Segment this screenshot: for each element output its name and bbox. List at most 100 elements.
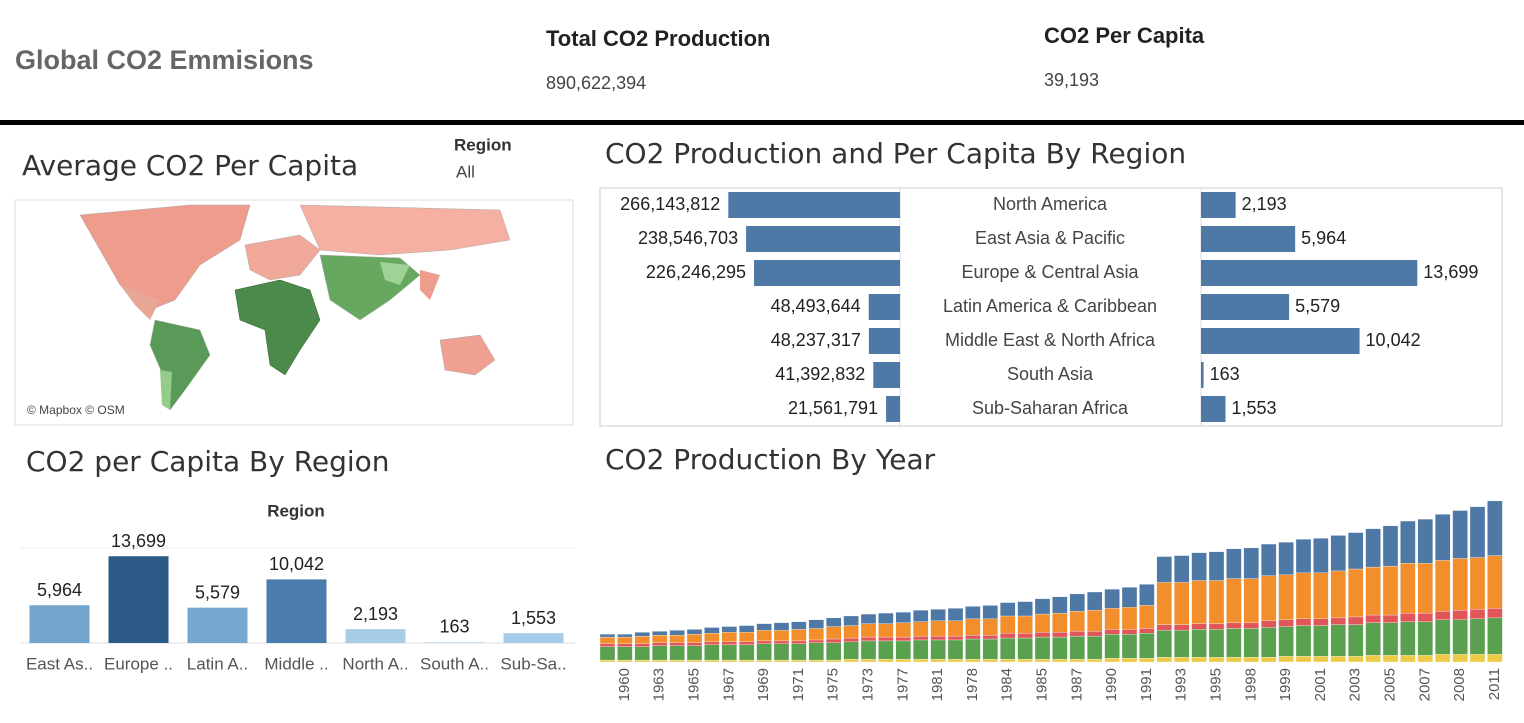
- bar-segment: [1330, 617, 1346, 625]
- bar-segment: [1156, 657, 1172, 663]
- bar-segment: [756, 659, 772, 663]
- bar: [1201, 226, 1296, 252]
- category-label: Middle East & North Africa: [945, 330, 1156, 350]
- bar-segment: [1400, 621, 1416, 656]
- bar-segment: [947, 658, 964, 663]
- bar-segment: [739, 625, 755, 633]
- bar-segment: [1295, 572, 1312, 620]
- kpi-label: Total CO2 Production: [546, 26, 770, 51]
- bar-segment: [599, 634, 616, 638]
- bar-segment: [1348, 616, 1364, 625]
- bar-segment: [1034, 598, 1051, 615]
- bar-segment: [1069, 658, 1085, 663]
- bar-segment: [1313, 572, 1329, 620]
- bar: [29, 605, 90, 643]
- bar-segment: [808, 642, 824, 661]
- bar-segment: [826, 659, 842, 663]
- bar-segment: [1452, 510, 1468, 559]
- bar-segment: [1278, 574, 1294, 620]
- bar-segment: [1261, 575, 1277, 621]
- x-tick-label: East As..: [26, 654, 93, 673]
- bar: [1201, 192, 1236, 218]
- bar-segment: [652, 659, 668, 663]
- bar-segment: [1400, 612, 1416, 622]
- bar-segment: [947, 639, 964, 660]
- bar-segment: [1156, 582, 1172, 625]
- bar-segment: [1487, 555, 1503, 609]
- x-tick-label: 1973: [859, 668, 876, 701]
- bar-segment: [1017, 615, 1033, 634]
- bar-segment: [965, 606, 981, 620]
- bar-segment: [1313, 656, 1329, 663]
- value-label: 21,561,791: [788, 398, 878, 418]
- bar-segment: [634, 643, 650, 647]
- bar-segment: [947, 620, 964, 637]
- kpi-label: CO2 Per Capita: [1044, 23, 1205, 48]
- x-tick-label: 1990: [1103, 668, 1120, 701]
- x-tick-label: North A..: [342, 654, 408, 673]
- bar-segment: [1000, 658, 1016, 663]
- bar-segment: [930, 658, 946, 663]
- bar: [108, 556, 169, 643]
- central-america: [120, 285, 160, 320]
- bar-segment: [617, 646, 633, 661]
- australia: [439, 334, 496, 376]
- bar-segment: [1278, 541, 1294, 575]
- x-tick-label: 1993: [1173, 668, 1190, 701]
- bar-segment: [739, 641, 755, 645]
- bar-segment: [652, 645, 668, 661]
- bar-segment: [1069, 631, 1085, 637]
- bar-segment: [1261, 657, 1277, 663]
- bar-segment: [1382, 525, 1399, 567]
- bar-segment: [791, 643, 807, 661]
- x-tick-label: Middle ..: [264, 654, 328, 673]
- bar-segment: [947, 635, 964, 641]
- bar-segment: [895, 611, 911, 623]
- bar-segment: [1087, 658, 1103, 663]
- bar-segment: [1174, 657, 1190, 663]
- bar-segment: [617, 643, 633, 647]
- x-tick-label: 1998: [1242, 668, 1259, 701]
- bar-segment: [1243, 628, 1259, 658]
- bar-segment: [982, 638, 998, 660]
- bar-segment: [1104, 629, 1120, 635]
- bar-segment: [1295, 625, 1312, 657]
- bar-segment: [1417, 621, 1433, 656]
- filter-value[interactable]: All: [456, 162, 475, 181]
- x-tick-label: 2003: [1347, 668, 1364, 701]
- bar-segment: [1435, 560, 1451, 612]
- map[interactable]: © Mapbox © OSM: [14, 199, 574, 426]
- bar-segment: [982, 635, 998, 640]
- bar: [868, 328, 900, 354]
- bar-segment: [721, 626, 737, 633]
- europe: [244, 234, 321, 281]
- value-label: 5,964: [1301, 228, 1346, 248]
- bar-segment: [860, 658, 877, 663]
- attribution-bg: [22, 402, 140, 420]
- dashboard-title: Global CO2 Emmisions: [15, 45, 314, 75]
- bar-segment: [826, 642, 842, 661]
- bar-segment: [634, 659, 650, 663]
- bar-segment: [826, 617, 842, 627]
- bar-segment: [756, 623, 772, 631]
- x-tick-label: 2007: [1416, 668, 1433, 701]
- bar-segment: [704, 644, 720, 661]
- bar-segment: [1243, 657, 1259, 663]
- x-tick-label: 2001: [1312, 668, 1329, 701]
- bar-segment: [1382, 614, 1399, 623]
- bar-segment: [1104, 634, 1120, 659]
- bar-segment: [721, 659, 737, 663]
- value-label: 266,143,812: [620, 194, 720, 214]
- bar-segment: [791, 659, 807, 663]
- attribution: © Mapbox © OSM: [27, 403, 125, 417]
- x-tick-label: 1971: [790, 668, 807, 701]
- bar-segment: [1330, 570, 1346, 619]
- bar-segment: [1017, 633, 1033, 639]
- bar-segment: [1000, 637, 1016, 660]
- x-tick-label: 1984: [999, 668, 1016, 701]
- bar-segment: [599, 646, 616, 661]
- bar-segment: [1052, 612, 1068, 633]
- bar-segment: [773, 630, 790, 642]
- value-label: 13,699: [111, 531, 166, 551]
- bar-segment: [1365, 622, 1381, 656]
